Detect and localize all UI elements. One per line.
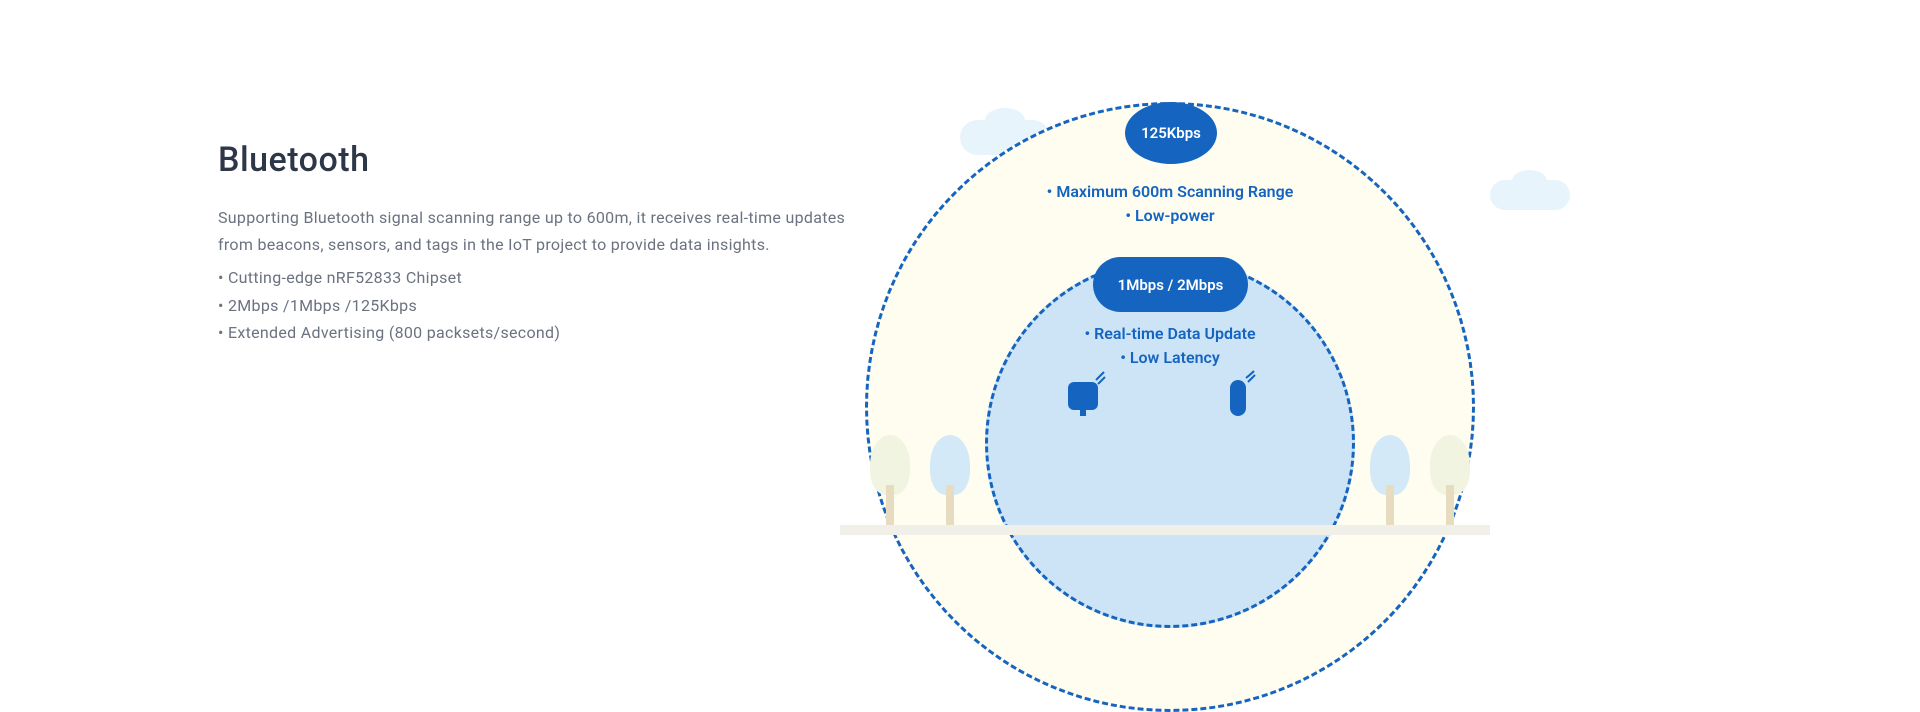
feature-item: • Low Latency (1010, 346, 1330, 370)
badge-label: 125Kbps (1141, 124, 1201, 142)
text-content-block: Bluetooth Supporting Bluetooth signal sc… (218, 140, 868, 346)
beacon-device-icon (1060, 370, 1110, 424)
section-heading: Bluetooth (218, 140, 868, 180)
feature-item: • Real-time Data Update (1010, 322, 1330, 346)
tree-icon (1370, 435, 1410, 525)
outer-range-features: • Maximum 600m Scanning Range • Low-powe… (980, 180, 1360, 228)
inner-range-badge: 1Mbps / 2Mbps (1093, 257, 1248, 312)
bullet-item: • 2Mbps /1Mbps /125Kbps (218, 292, 868, 319)
bullet-text: 2Mbps /1Mbps /125Kbps (228, 296, 417, 315)
badge-label: 1Mbps / 2Mbps (1118, 276, 1224, 294)
tree-icon (930, 435, 970, 525)
sensor-device-icon (1220, 370, 1260, 424)
bullet-text: Cutting-edge nRF52833 Chipset (228, 268, 462, 287)
range-diagram: 125Kbps • Maximum 600m Scanning Range • … (780, 0, 1920, 550)
outer-range-badge: 125Kbps (1125, 102, 1217, 164)
bullet-text: Extended Advertising (800 packsets/secon… (228, 323, 560, 342)
inner-range-arc (985, 258, 1355, 628)
feature-item: • Low-power (980, 204, 1360, 228)
tree-icon (1430, 435, 1470, 525)
feature-item: • Maximum 600m Scanning Range (980, 180, 1360, 204)
inner-range-features: • Real-time Data Update • Low Latency (1010, 322, 1330, 370)
bullet-item: • Extended Advertising (800 packsets/sec… (218, 319, 868, 346)
tree-icon (870, 435, 910, 525)
cloud-icon (1490, 180, 1570, 210)
section-description: Supporting Bluetooth signal scanning ran… (218, 204, 868, 258)
bullet-item: • Cutting-edge nRF52833 Chipset (218, 264, 868, 291)
ground-line (840, 525, 1490, 535)
